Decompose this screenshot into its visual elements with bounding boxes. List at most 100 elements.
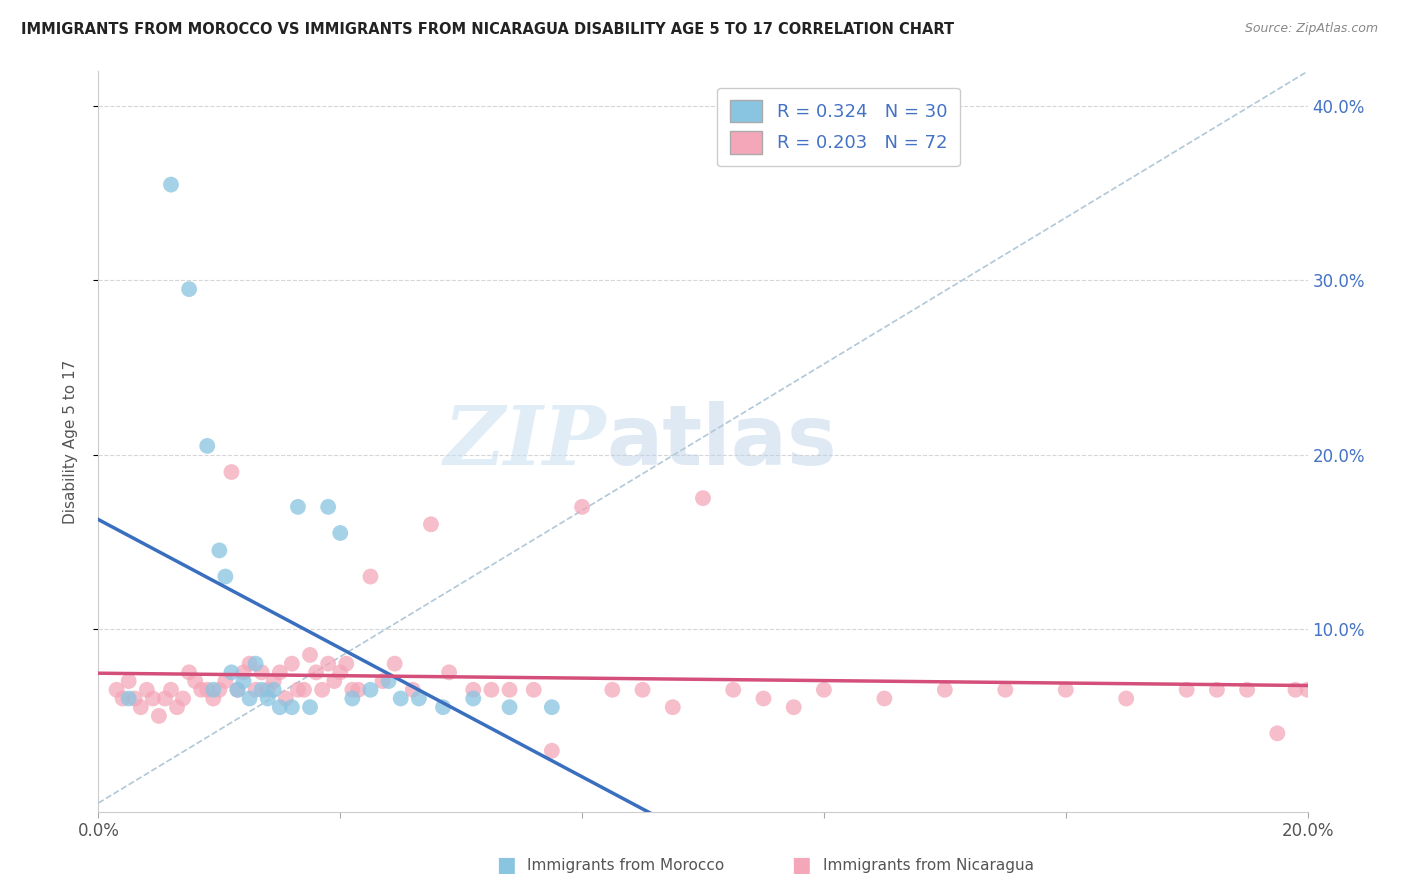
Text: IMMIGRANTS FROM MOROCCO VS IMMIGRANTS FROM NICARAGUA DISABILITY AGE 5 TO 17 CORR: IMMIGRANTS FROM MOROCCO VS IMMIGRANTS FR… bbox=[21, 22, 955, 37]
Point bbox=[1236, 682, 1258, 697]
Text: ZIP: ZIP bbox=[444, 401, 606, 482]
Point bbox=[195, 439, 218, 453]
Point bbox=[299, 648, 322, 662]
Point bbox=[256, 682, 278, 697]
Point bbox=[1115, 691, 1137, 706]
Point bbox=[523, 682, 546, 697]
Point bbox=[274, 691, 297, 706]
Point bbox=[221, 465, 243, 479]
Text: Source: ZipAtlas.com: Source: ZipAtlas.com bbox=[1244, 22, 1378, 36]
Point bbox=[323, 674, 346, 689]
Point bbox=[360, 682, 382, 697]
Point bbox=[305, 665, 328, 680]
Point bbox=[420, 517, 443, 532]
Point bbox=[202, 682, 225, 697]
Point bbox=[384, 657, 406, 671]
Point bbox=[631, 682, 654, 697]
Point bbox=[281, 700, 304, 714]
Point bbox=[172, 691, 194, 706]
Text: ■: ■ bbox=[792, 855, 811, 875]
Point bbox=[723, 682, 745, 697]
Point bbox=[118, 691, 141, 706]
Point bbox=[263, 674, 285, 689]
Point bbox=[245, 657, 267, 671]
Text: Immigrants from Nicaragua: Immigrants from Nicaragua bbox=[823, 858, 1033, 872]
Point bbox=[661, 700, 683, 714]
Point bbox=[202, 691, 225, 706]
Point bbox=[335, 657, 357, 671]
Point bbox=[498, 700, 520, 714]
Point bbox=[135, 682, 157, 697]
Point bbox=[232, 674, 254, 689]
Point bbox=[287, 500, 309, 514]
Point bbox=[239, 657, 262, 671]
Point bbox=[166, 700, 188, 714]
Text: ■: ■ bbox=[496, 855, 516, 875]
Point bbox=[153, 691, 176, 706]
Point bbox=[232, 665, 254, 680]
Point bbox=[752, 691, 775, 706]
Point bbox=[221, 665, 243, 680]
Point bbox=[208, 543, 231, 558]
Point bbox=[179, 665, 201, 680]
Point bbox=[111, 691, 134, 706]
Point bbox=[1296, 682, 1319, 697]
Point bbox=[1175, 682, 1198, 697]
Point bbox=[1284, 682, 1306, 697]
Point bbox=[342, 691, 364, 706]
Point bbox=[160, 178, 183, 192]
Point bbox=[190, 682, 212, 697]
Point bbox=[245, 682, 267, 697]
Point bbox=[184, 674, 207, 689]
Point bbox=[124, 691, 146, 706]
Point bbox=[783, 700, 806, 714]
Text: Immigrants from Morocco: Immigrants from Morocco bbox=[527, 858, 724, 872]
Point bbox=[250, 665, 273, 680]
Point bbox=[329, 665, 352, 680]
Point bbox=[437, 665, 460, 680]
Point bbox=[208, 682, 231, 697]
Point bbox=[226, 682, 249, 697]
Point bbox=[342, 682, 364, 697]
Point bbox=[214, 569, 236, 583]
Point bbox=[226, 682, 249, 697]
Point bbox=[540, 700, 562, 714]
Point bbox=[142, 691, 165, 706]
Point bbox=[934, 682, 956, 697]
Point bbox=[402, 682, 425, 697]
Point bbox=[481, 682, 503, 697]
Point bbox=[160, 682, 183, 697]
Point bbox=[316, 500, 339, 514]
Point bbox=[1206, 682, 1229, 697]
Point bbox=[281, 657, 304, 671]
Point bbox=[347, 682, 370, 697]
Point bbox=[256, 691, 278, 706]
Point bbox=[463, 691, 485, 706]
Point bbox=[571, 500, 593, 514]
Point bbox=[377, 674, 399, 689]
Text: atlas: atlas bbox=[606, 401, 837, 482]
Point bbox=[239, 691, 262, 706]
Point bbox=[179, 282, 201, 296]
Point bbox=[292, 682, 315, 697]
Point bbox=[311, 682, 333, 697]
Point bbox=[250, 682, 273, 697]
Point bbox=[269, 700, 291, 714]
Point bbox=[195, 682, 218, 697]
Point bbox=[498, 682, 520, 697]
Point bbox=[360, 569, 382, 583]
Point bbox=[299, 700, 322, 714]
Point bbox=[463, 682, 485, 697]
Point bbox=[287, 682, 309, 697]
Point bbox=[214, 674, 236, 689]
Point bbox=[813, 682, 835, 697]
Point bbox=[105, 682, 128, 697]
Point bbox=[148, 709, 170, 723]
Point bbox=[540, 744, 562, 758]
Point bbox=[994, 682, 1017, 697]
Point bbox=[692, 491, 714, 505]
Point bbox=[602, 682, 624, 697]
Point bbox=[432, 700, 454, 714]
Legend: R = 0.324   N = 30, R = 0.203   N = 72: R = 0.324 N = 30, R = 0.203 N = 72 bbox=[717, 87, 960, 166]
Point bbox=[118, 674, 141, 689]
